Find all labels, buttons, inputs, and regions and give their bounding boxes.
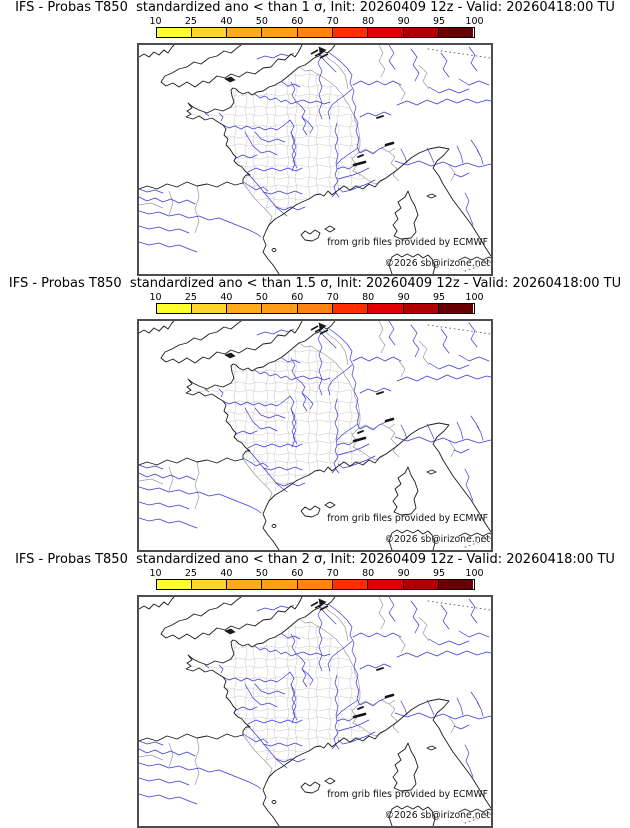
credit-copyright: ©2026 sb@irizone.net <box>385 810 491 821</box>
colorbar-tick-label: 60 <box>291 292 304 303</box>
colorbar <box>155 579 475 590</box>
colorbar-ticks: 10 25 40 50 60 70 80 90 95 100 <box>149 568 483 579</box>
colorbar-segment <box>296 304 333 313</box>
credit-copyright: ©2026 sb@irizone.net <box>385 534 491 545</box>
colorbar-tick-label: 40 <box>220 16 233 27</box>
colorbar-tick-label: 80 <box>362 292 375 303</box>
credit-ecmwf: from grib files provided by ECMWF <box>327 789 488 800</box>
colorbar-segment <box>332 304 368 313</box>
colorbar-tick-label: 10 <box>149 16 162 27</box>
france-map: from grib files provided by ECMWF ©2026 … <box>139 45 491 274</box>
france-map: from grib files provided by ECMWF ©2026 … <box>139 597 491 826</box>
colorbar-segment <box>367 28 403 37</box>
colorbar-segment <box>226 580 262 589</box>
colorbar-tick-label: 95 <box>433 292 446 303</box>
colorbar-segment <box>226 304 262 313</box>
colorbar-tick-label: 60 <box>291 568 304 579</box>
credit-ecmwf: from grib files provided by ECMWF <box>327 237 488 248</box>
panel-title: IFS - Probas T850 standardized ano < tha… <box>15 552 615 567</box>
colorbar-tick-label: 80 <box>362 16 375 27</box>
colorbar-ticks: 10 25 40 50 60 70 80 90 95 100 <box>149 292 483 303</box>
colorbar-segment <box>156 28 191 37</box>
colorbar-tick-label: 40 <box>220 568 233 579</box>
colorbar-tick-label: 100 <box>465 292 484 303</box>
colorbar-tick-label: 100 <box>465 16 484 27</box>
colorbar-tick-label: 100 <box>465 568 484 579</box>
colorbar <box>155 303 475 314</box>
colorbar-tick-label: 25 <box>184 568 197 579</box>
colorbar-segment <box>190 304 227 313</box>
colorbar-segment <box>438 580 474 589</box>
colorbar-segment <box>156 580 191 589</box>
colorbar-tick-label: 95 <box>433 568 446 579</box>
colorbar-segment <box>402 580 439 589</box>
colorbar-segment <box>261 28 297 37</box>
colorbar-segment <box>296 580 333 589</box>
colorbar-tick-label: 90 <box>397 16 410 27</box>
colorbar-tick-label: 50 <box>255 16 268 27</box>
colorbar-segment <box>190 580 227 589</box>
panel-1p5sigma: IFS - Probas T850 standardized ano < tha… <box>0 276 630 552</box>
colorbar-tick-label: 70 <box>326 568 339 579</box>
map-frame: from grib files provided by ECMWF ©2026 … <box>137 319 493 552</box>
colorbar-tick-label: 80 <box>362 568 375 579</box>
colorbar-segment <box>190 28 227 37</box>
colorbar-tick-label: 60 <box>291 16 304 27</box>
colorbar-tick-label: 40 <box>220 292 233 303</box>
colorbar-tick-label: 90 <box>397 568 410 579</box>
colorbar-tick-label: 95 <box>433 16 446 27</box>
colorbar-tick-label: 90 <box>397 292 410 303</box>
colorbar-tick-label: 50 <box>255 292 268 303</box>
colorbar-tick-label: 10 <box>149 568 162 579</box>
colorbar-segment <box>226 28 262 37</box>
colorbar-segment <box>367 304 403 313</box>
colorbar-segment <box>367 580 403 589</box>
colorbar-segment <box>156 304 191 313</box>
colorbar-segment <box>402 28 439 37</box>
map-frame: from grib files provided by ECMWF ©2026 … <box>137 43 493 276</box>
panel-title: IFS - Probas T850 standardized ano < tha… <box>15 0 615 15</box>
colorbar-segment <box>261 580 297 589</box>
colorbar <box>155 27 475 38</box>
colorbar-tick-label: 25 <box>184 292 197 303</box>
colorbar-segment <box>332 580 368 589</box>
colorbar-tick-label: 70 <box>326 292 339 303</box>
panel-2sigma: IFS - Probas T850 standardized ano < tha… <box>0 552 630 828</box>
colorbar-tick-label: 10 <box>149 292 162 303</box>
credit-ecmwf: from grib files provided by ECMWF <box>327 513 488 524</box>
colorbar-tick-label: 25 <box>184 16 197 27</box>
colorbar-segment <box>332 28 368 37</box>
map-frame: from grib files provided by ECMWF ©2026 … <box>137 595 493 828</box>
colorbar-segment <box>261 304 297 313</box>
panel-title: IFS - Probas T850 standardized ano < tha… <box>8 276 622 291</box>
colorbar-segment <box>296 28 333 37</box>
colorbar-ticks: 10 25 40 50 60 70 80 90 95 100 <box>149 16 483 27</box>
panel-1sigma: IFS - Probas T850 standardized ano < tha… <box>0 0 630 276</box>
colorbar-segment <box>402 304 439 313</box>
colorbar-tick-label: 70 <box>326 16 339 27</box>
colorbar-segment <box>438 304 474 313</box>
colorbar-segment <box>438 28 474 37</box>
credit-copyright: ©2026 sb@irizone.net <box>385 258 491 269</box>
colorbar-tick-label: 50 <box>255 568 268 579</box>
france-map: from grib files provided by ECMWF ©2026 … <box>139 321 491 550</box>
